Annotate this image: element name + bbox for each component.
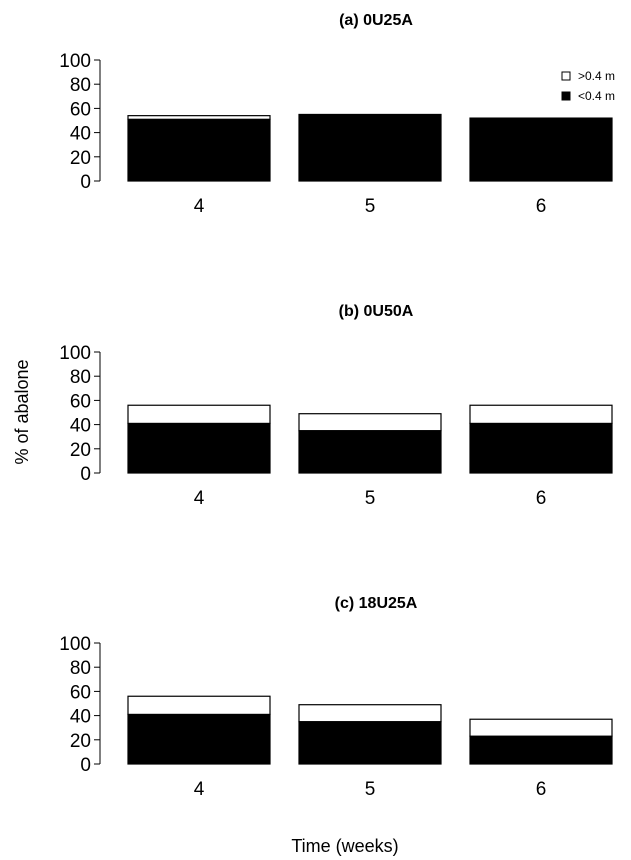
- y-tick-label: 80: [70, 75, 91, 96]
- y-tick-label: 80: [70, 658, 91, 679]
- y-tick-label: 0: [80, 464, 91, 485]
- y-axis-title: % of abalone: [12, 359, 32, 464]
- bar-segment-above-0-4m: [469, 718, 613, 737]
- bar-segment-below-0-4m: [469, 422, 613, 474]
- bar-segment-below-0-4m: [298, 721, 442, 765]
- legend-label: >0.4 m: [578, 69, 615, 83]
- y-tick-label: 20: [70, 148, 91, 169]
- legend-swatch: [561, 71, 571, 81]
- y-tick-label: 40: [70, 416, 91, 437]
- chart-panel-1: (a) 0U25A 0 20 40 60 80 100 4 5 6: [59, 12, 613, 217]
- x-tick-label: 4: [194, 779, 205, 800]
- chart-title: (b) 0U50A: [339, 303, 414, 320]
- chart-panel-3: (c) 18U25A 0 20 40 60 80 100 4 5 6: [59, 595, 613, 800]
- bar-segment-above-0-4m: [298, 704, 442, 723]
- bar-segment-below-0-4m: [127, 422, 271, 474]
- legend-swatch: [561, 91, 571, 101]
- y-tick-label: 0: [80, 172, 91, 193]
- chart-title: (c) 18U25A: [335, 595, 418, 612]
- bar-segment-below-0-4m: [469, 117, 613, 182]
- bar-segment-below-0-4m: [298, 113, 442, 182]
- bar-segment-above-0-4m: [127, 115, 271, 120]
- chart-title: (a) 0U25A: [339, 12, 413, 29]
- x-tick-label: 6: [536, 196, 547, 217]
- bar-segment-below-0-4m: [127, 713, 271, 765]
- x-tick-label: 6: [536, 779, 547, 800]
- x-tick-label: 6: [536, 488, 547, 509]
- bar-segment-below-0-4m: [127, 118, 271, 182]
- bar-segment-below-0-4m: [469, 735, 613, 765]
- y-tick-label: 60: [70, 391, 91, 412]
- y-tick-label: 40: [70, 707, 91, 728]
- x-axis-title: Time (weeks): [291, 836, 398, 856]
- y-tick-label: 20: [70, 731, 91, 752]
- y-tick-label: 0: [80, 755, 91, 776]
- legend: >0.4 m <0.4 m: [561, 69, 615, 103]
- bar-segment-above-0-4m: [127, 695, 271, 715]
- x-tick-label: 5: [365, 779, 376, 800]
- y-tick-label: 40: [70, 124, 91, 145]
- bar-segment-above-0-4m: [127, 404, 271, 424]
- legend-label: <0.4 m: [578, 89, 615, 103]
- y-tick-label: 60: [70, 99, 91, 120]
- chart-panel-2: (b) 0U50A 0 20 40 60 80 100 4 5 6: [59, 303, 613, 509]
- x-tick-label: 4: [194, 196, 205, 217]
- bar-segment-above-0-4m: [469, 404, 613, 424]
- bar-segment-above-0-4m: [298, 413, 442, 432]
- bar-segment-below-0-4m: [298, 430, 442, 474]
- y-tick-label: 100: [59, 51, 91, 72]
- y-tick-label: 60: [70, 682, 91, 703]
- y-tick-label: 100: [59, 343, 91, 364]
- x-tick-label: 5: [365, 196, 376, 217]
- x-tick-label: 4: [194, 488, 205, 509]
- y-tick-label: 100: [59, 634, 91, 655]
- y-tick-label: 20: [70, 440, 91, 461]
- y-tick-label: 80: [70, 367, 91, 388]
- x-tick-label: 5: [365, 488, 376, 509]
